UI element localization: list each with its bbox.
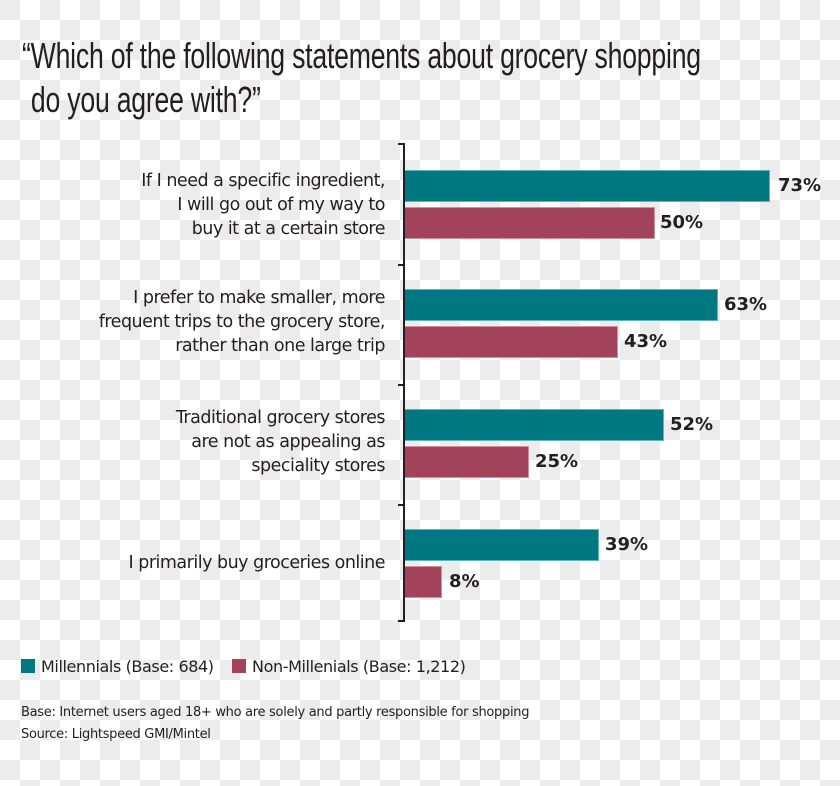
axis-tick (398, 384, 405, 386)
legend-swatch-non-millennials (232, 659, 246, 673)
category-label-line: I primarily buy groceries online (128, 553, 385, 573)
axis-tick (398, 504, 405, 506)
bar-millennials (405, 409, 664, 441)
axis-tick (398, 143, 405, 145)
bar-non-millennials (405, 566, 442, 598)
chart-title-line-1: “Which of the following statements about… (22, 35, 701, 76)
legend-item-non-millennials: Non-Millenials (Base: 1,212) (232, 656, 466, 676)
value-label-non-millennials: 43% (624, 331, 668, 352)
bar-non-millennials (405, 446, 529, 478)
category-label: If I need a specific ingredient, I will … (55, 169, 385, 241)
legend-item-millennials: Millennials (Base: 684) (21, 656, 214, 676)
value-label-millennials: 39% (605, 534, 649, 555)
category-label: Traditional grocery stores are not as ap… (55, 406, 386, 478)
chart-title-line-2: do you agree with?” (30, 79, 261, 120)
source-note: Source: Lightspeed GMI/Mintel (21, 727, 211, 742)
category-label-line: are not as appealing as (191, 432, 385, 452)
legend-label-millennials: Millennials (Base: 684) (41, 656, 214, 676)
value-label-millennials: 52% (670, 414, 714, 435)
bar-millennials (405, 170, 770, 202)
category-label-line: If I need a specific ingredient, (141, 171, 385, 191)
category-label-line: rather than one large trip (175, 336, 385, 356)
axis-tick (398, 264, 405, 266)
category-label-line: speciality stores (251, 456, 385, 476)
value-label-non-millennials: 25% (535, 451, 579, 472)
legend-swatch-millennials (21, 659, 35, 673)
bar-non-millennials (405, 326, 618, 358)
category-label: I prefer to make smaller, more frequent … (55, 286, 386, 358)
bar-millennials (405, 289, 718, 321)
chart-title: “Which of the following statements about… (22, 34, 701, 122)
category-label-line: I will go out of my way to (177, 195, 385, 215)
bar-non-millennials (405, 207, 655, 239)
value-label-non-millennials: 50% (660, 212, 704, 233)
value-label-millennials: 73% (778, 175, 822, 196)
bar-millennials (405, 529, 599, 561)
value-label-millennials: 63% (724, 294, 768, 315)
category-label-line: buy it at a certain store (191, 219, 386, 239)
category-label-line: frequent trips to the grocery store, (98, 312, 386, 332)
value-label-non-millennials: 8% (449, 571, 480, 592)
legend-label-non-millennials: Non-Millenials (Base: 1,212) (252, 656, 466, 676)
axis-tick (398, 620, 405, 622)
category-label: I primarily buy groceries online (55, 551, 385, 575)
base-note: Base: Internet users aged 18+ who are so… (21, 705, 530, 720)
category-label-line: I prefer to make smaller, more (133, 288, 385, 308)
category-label-line: Traditional grocery stores (175, 408, 386, 428)
y-axis-line (403, 143, 405, 622)
